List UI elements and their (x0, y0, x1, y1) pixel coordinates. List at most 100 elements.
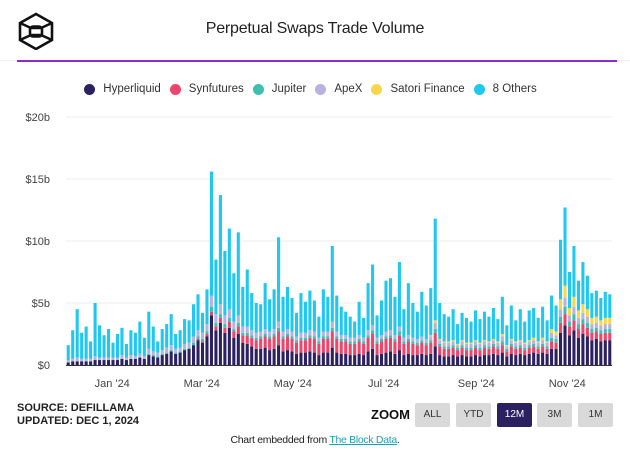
bar-stack[interactable] (200, 312, 205, 365)
bar-stack[interactable] (147, 311, 151, 365)
bar-stack[interactable] (317, 316, 321, 365)
bar-stack[interactable] (482, 311, 486, 365)
bar-stack[interactable] (523, 321, 527, 365)
legend-item-8-others[interactable]: 8 Others (473, 83, 537, 95)
bar-stack[interactable] (447, 316, 451, 365)
bar-stack[interactable] (312, 300, 316, 365)
bar-stack[interactable] (460, 312, 464, 365)
bar-stack[interactable] (554, 305, 558, 365)
bar-stack[interactable] (532, 307, 536, 365)
bar-stack[interactable] (415, 311, 419, 365)
bar-stack[interactable] (429, 288, 433, 365)
bar-stack[interactable] (209, 171, 213, 365)
bar-stack[interactable] (379, 300, 384, 365)
bar-stack[interactable] (321, 289, 325, 365)
bar-stack[interactable] (84, 326, 88, 365)
bar-stack[interactable] (120, 327, 124, 365)
bar-stack[interactable] (66, 345, 70, 365)
bar-stack[interactable] (165, 324, 169, 365)
bar-stack[interactable] (545, 320, 549, 365)
legend-item-jupiter[interactable]: Jupiter (252, 83, 306, 95)
bar-stack[interactable] (576, 280, 580, 365)
bar-stack[interactable] (214, 259, 218, 365)
bar-stack[interactable] (111, 342, 115, 365)
bar-stack[interactable] (371, 264, 375, 365)
legend-item-apex[interactable]: ApeX (315, 83, 362, 95)
bar-stack[interactable] (115, 334, 120, 365)
bar-stack[interactable] (133, 332, 137, 365)
bar-stack[interactable] (456, 324, 460, 365)
bar-stack[interactable] (263, 283, 267, 365)
bar-stack[interactable] (581, 262, 585, 365)
bar-stack[interactable] (169, 314, 173, 365)
bar-stack[interactable] (241, 286, 245, 365)
bar-stack[interactable] (272, 289, 276, 365)
bar-stack[interactable] (509, 305, 513, 365)
bar-stack[interactable] (227, 228, 231, 365)
bar-stack[interactable] (299, 293, 303, 365)
bar-stack[interactable] (594, 290, 598, 365)
bar-stack[interactable] (192, 304, 196, 365)
bar-stack[interactable] (93, 303, 97, 365)
bar-stack[interactable] (156, 341, 160, 365)
bar-stack[interactable] (563, 207, 567, 365)
bar-stack[interactable] (80, 332, 84, 365)
bar-stack[interactable] (303, 301, 307, 365)
bar-stack[interactable] (473, 310, 478, 365)
bar-stack[interactable] (326, 296, 330, 365)
bar-stack[interactable] (433, 218, 437, 365)
bar-stack[interactable] (590, 293, 594, 365)
bar-stack[interactable] (102, 335, 106, 365)
bar-stack[interactable] (487, 316, 491, 365)
bar-stack[interactable] (142, 337, 146, 365)
bar-stack[interactable] (290, 298, 294, 365)
bar-stack[interactable] (478, 319, 482, 365)
bar-stack[interactable] (514, 320, 518, 365)
bar-stack[interactable] (344, 311, 348, 365)
bar-stack[interactable] (469, 321, 473, 365)
bar-stack[interactable] (496, 319, 500, 365)
bar-stack[interactable] (277, 237, 281, 365)
bar-stack[interactable] (268, 299, 272, 365)
bar-stack[interactable] (75, 309, 79, 365)
bar-stack[interactable] (218, 195, 222, 365)
bar-stack[interactable] (451, 309, 455, 365)
bar-stack[interactable] (89, 341, 93, 365)
zoom-ytd-button[interactable]: YTD (456, 403, 491, 427)
bar-stack[interactable] (603, 291, 607, 365)
bar-stack[interactable] (384, 280, 388, 365)
bar-stack[interactable] (424, 305, 428, 365)
legend-item-satori-finance[interactable]: Satori Finance (371, 83, 465, 95)
bar-stack[interactable] (187, 320, 191, 365)
bar-stack[interactable] (339, 306, 343, 365)
zoom-all-button[interactable]: ALL (415, 403, 450, 427)
zoom-12m-button[interactable]: 12M (497, 403, 532, 427)
bar-stack[interactable] (308, 290, 312, 365)
bar-stack[interactable] (353, 321, 357, 365)
bar-stack[interactable] (442, 314, 446, 365)
bar-stack[interactable] (254, 303, 258, 365)
zoom-3m-button[interactable]: 3M (537, 403, 572, 427)
bar-stack[interactable] (541, 306, 545, 365)
bar-stack[interactable] (402, 309, 406, 365)
bar-stack[interactable] (250, 293, 254, 365)
bar-stack[interactable] (138, 321, 142, 365)
bar-stack[interactable] (375, 315, 379, 365)
bar-stack[interactable] (129, 330, 133, 365)
bar-stack[interactable] (397, 262, 401, 365)
bar-stack[interactable] (567, 272, 572, 365)
bar-stack[interactable] (178, 330, 182, 365)
bar-stack[interactable] (366, 283, 370, 365)
bar-stack[interactable] (599, 298, 603, 365)
bar-stack[interactable] (500, 296, 504, 365)
bar-stack[interactable] (518, 309, 522, 365)
bar-stack[interactable] (98, 325, 102, 365)
bar-stack[interactable] (608, 294, 612, 365)
zoom-1m-button[interactable]: 1M (578, 403, 613, 427)
bar-stack[interactable] (362, 317, 366, 365)
bar-stack[interactable] (160, 329, 164, 365)
bar-stack[interactable] (205, 289, 209, 365)
bar-stack[interactable] (388, 278, 393, 365)
bar-stack[interactable] (281, 296, 285, 365)
legend-item-hyperliquid[interactable]: Hyperliquid (84, 83, 161, 95)
